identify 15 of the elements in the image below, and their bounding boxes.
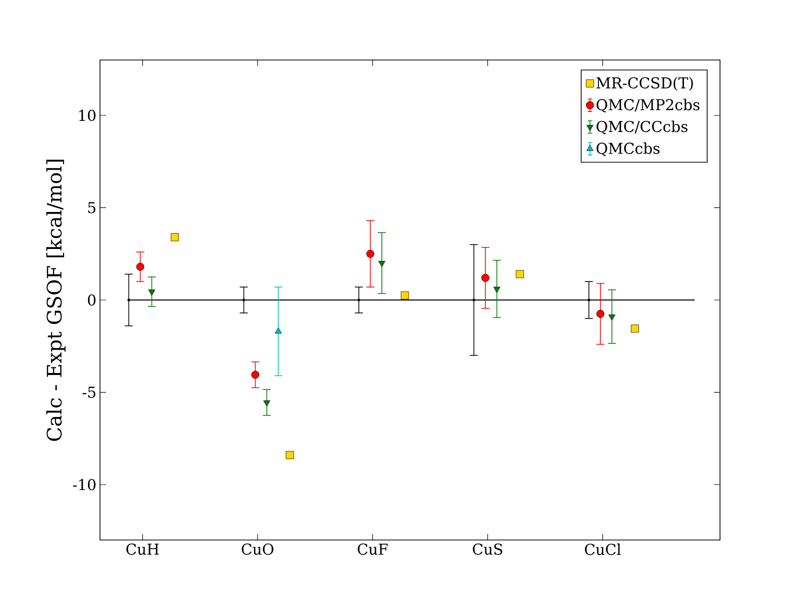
x-tick-label: CuCl [584,544,621,556]
y-tick-label: -10 [73,478,96,490]
x-tick-label: CuF [358,544,388,555]
x-tick-label: CuH [126,544,159,555]
legend-label: QMCcbs [596,142,660,156]
y-tick-label: 0 [88,294,96,306]
x-tick-label: CuS [472,544,502,555]
legend-label: MR-CCSD(T) [596,76,693,91]
y-tick-label: 5 [88,202,96,214]
legend-label: QMC/CCcbs [596,120,688,134]
y-axis-title: Calc - Expt GSOF [kcal/mol] [46,160,66,441]
y-tick-label: -5 [82,386,96,398]
y-tick-label: 10 [79,110,96,122]
x-tick-label: CuO [242,544,274,555]
legend-label: QMC/MP2cbs [596,98,700,113]
